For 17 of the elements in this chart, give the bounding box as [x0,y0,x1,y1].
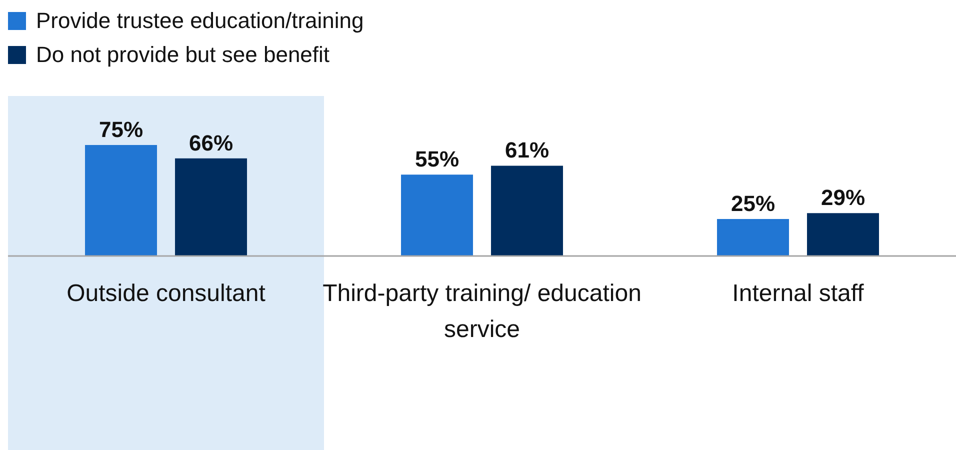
data-label: 25% [730,191,776,216]
data-label: 66% [188,130,234,156]
x-tick-label: Third-party training/ education service [322,280,642,344]
legend-label: Do not provide but see benefit [36,42,330,68]
data-label: 55% [414,146,460,172]
bar [401,174,473,256]
x-tick-label: Outside consultant [66,280,266,308]
bar [491,166,563,256]
x-tick-label: Internal staff [732,280,864,308]
data-label: 75% [98,117,144,142]
bar [175,158,247,256]
data-label: 29% [820,185,866,210]
data-label: 61% [504,138,550,163]
legend-label: Provide trustee education/training [36,8,364,34]
bar [807,213,879,256]
bar [85,145,157,256]
bar [717,219,789,256]
